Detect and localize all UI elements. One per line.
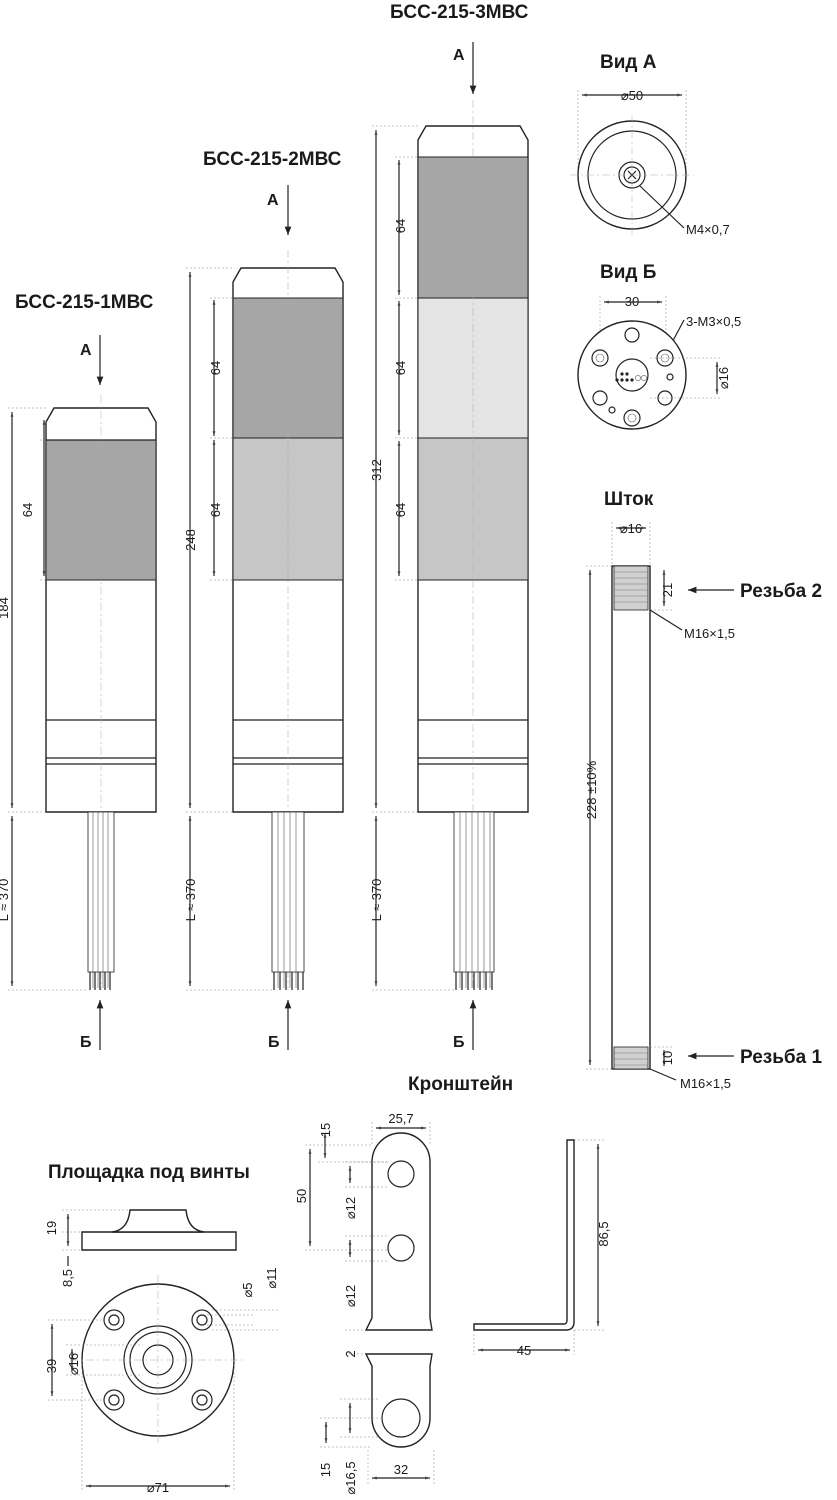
tower-1-arrow-b-label: Б xyxy=(80,1034,92,1051)
rod-rezba-1: Резьба 1 xyxy=(740,1047,822,1068)
tower-3-dim-cable: L ≈ 370 xyxy=(369,879,384,922)
bracket-dim-50: 50 xyxy=(294,1189,309,1203)
bracket-dim-45: 45 xyxy=(517,1343,531,1358)
bracket-side xyxy=(473,1139,575,1331)
bracket-bottom xyxy=(364,1353,433,1448)
pad-dim-d71: ⌀71 xyxy=(147,1480,169,1495)
bracket-dim-width: 25,7 xyxy=(388,1111,413,1126)
tower-3: БСС-215-3МВС А 64 xyxy=(369,2,529,1051)
tower-2-title: БСС-215-2МВС xyxy=(203,149,342,170)
pad-side-boss xyxy=(111,1209,205,1233)
bracket-hole-top xyxy=(387,1160,415,1188)
view-a: Вид А ⌀50 M4×0,7 xyxy=(570,52,730,237)
view-b-screws: 3-M3×0,5 xyxy=(686,314,741,329)
pad-dim-d11: ⌀11 xyxy=(264,1267,279,1288)
tower-2: БСС-215-2МВС А 64 64 248 L ≈ 370 Б xyxy=(183,149,344,1051)
view-b-dim-30: 30 xyxy=(625,294,639,309)
rod-thread-top-label: M16×1,5 xyxy=(684,626,735,641)
tower-1: БСС-215-1МВС А 64 184 L ≈ 370 Б xyxy=(0,292,157,1051)
pad-dim-39: 39 xyxy=(44,1359,59,1373)
screw-pad: Площадка под винты 19 8,5 ⌀5 ⌀11 39 xyxy=(44,1162,279,1495)
bracket-dim-d12-a: ⌀12 xyxy=(343,1197,358,1219)
rod-dim-10: 10 xyxy=(660,1051,675,1065)
tower-2-dim-cable: L ≈ 370 xyxy=(183,879,198,922)
tower-3-dim-312: 312 xyxy=(369,459,384,481)
view-b-title: Вид Б xyxy=(600,262,656,283)
tower-1-dim-184: 184 xyxy=(0,597,11,619)
view-b: Вид Б 30 3-M3×0,5 ⌀16 xyxy=(577,262,741,430)
tower-3-title: БСС-215-3МВС xyxy=(390,2,529,23)
tower-1-cable xyxy=(87,811,115,990)
tower-2-cable xyxy=(271,811,305,990)
rod-thread-top xyxy=(613,565,649,611)
tower-3-arrow-a-label: А xyxy=(453,47,465,64)
tower-2-dim-248: 248 xyxy=(183,529,198,551)
bracket-dim-15-b: 15 xyxy=(318,1463,333,1477)
view-a-title: Вид А xyxy=(600,52,657,73)
tower-3-arrow-b-label: Б xyxy=(453,1034,465,1051)
rod-body xyxy=(611,565,651,1070)
rod-dim-diameter: ⌀16 xyxy=(620,521,642,536)
bracket-dim-d16-5: ⌀16,5 xyxy=(343,1461,358,1494)
rod-thread-bottom-label: M16×1,5 xyxy=(680,1076,731,1091)
pad-dim-d5: ⌀5 xyxy=(240,1282,255,1297)
bracket-hole-mid xyxy=(387,1234,415,1262)
view-a-thread: M4×0,7 xyxy=(686,222,730,237)
rod-dim-length: 228 ±10% xyxy=(584,760,599,819)
bracket-dim-d12-b: ⌀12 xyxy=(343,1285,358,1307)
tower-3-dim-64-a: 64 xyxy=(393,219,408,233)
pad-title: Площадка под винты xyxy=(48,1162,250,1183)
tower-2-arrow-b-label: Б xyxy=(268,1034,280,1051)
rod-title: Шток xyxy=(604,489,654,510)
tower-2-arrow-a-label: А xyxy=(267,192,279,209)
rod: Шток ⌀16 228 ±10% 21 10 M16×1,5 M16×1,5 … xyxy=(584,489,822,1091)
bracket-hole-bottom xyxy=(381,1398,421,1438)
view-b-center-circle xyxy=(615,358,649,392)
tower-2-dim-64-b: 64 xyxy=(208,503,223,517)
rod-rezba-2: Резьба 2 xyxy=(740,581,822,602)
tower-3-cable xyxy=(453,811,495,990)
rod-thread-bottom xyxy=(613,1046,649,1070)
pad-side-base xyxy=(81,1231,237,1251)
bracket: Кронштейн 25,7 50 15 ⌀12 ⌀12 2 xyxy=(294,1074,611,1495)
pad-dim-d16: ⌀16 xyxy=(66,1353,81,1375)
view-b-dim-diameter: ⌀16 xyxy=(716,367,731,389)
tower-3-dim-64-b: 64 xyxy=(393,361,408,375)
bracket-front xyxy=(364,1132,433,1331)
tower-1-dim-cable: L ≈ 370 xyxy=(0,879,11,922)
bracket-dim-15: 15 xyxy=(318,1123,333,1137)
pad-dim-19: 19 xyxy=(44,1221,59,1235)
view-b-pins xyxy=(615,372,647,382)
tower-2-dim-64-a: 64 xyxy=(208,361,223,375)
rod-dim-21: 21 xyxy=(660,583,675,597)
view-a-dim-diameter: ⌀50 xyxy=(621,88,643,103)
view-b-outer-circle xyxy=(577,320,687,430)
bracket-dim-32: 32 xyxy=(394,1462,408,1477)
pad-dim-8-5: 8,5 xyxy=(60,1269,75,1287)
tower-1-dim-64: 64 xyxy=(20,503,35,517)
bracket-dim-2: 2 xyxy=(343,1350,358,1357)
bracket-title: Кронштейн xyxy=(408,1074,513,1095)
tower-1-arrow-a-label: А xyxy=(80,342,92,359)
tower-1-title: БСС-215-1МВС xyxy=(15,292,154,313)
bracket-dim-86-5: 86,5 xyxy=(596,1221,611,1246)
tower-3-dim-64-c: 64 xyxy=(393,503,408,517)
